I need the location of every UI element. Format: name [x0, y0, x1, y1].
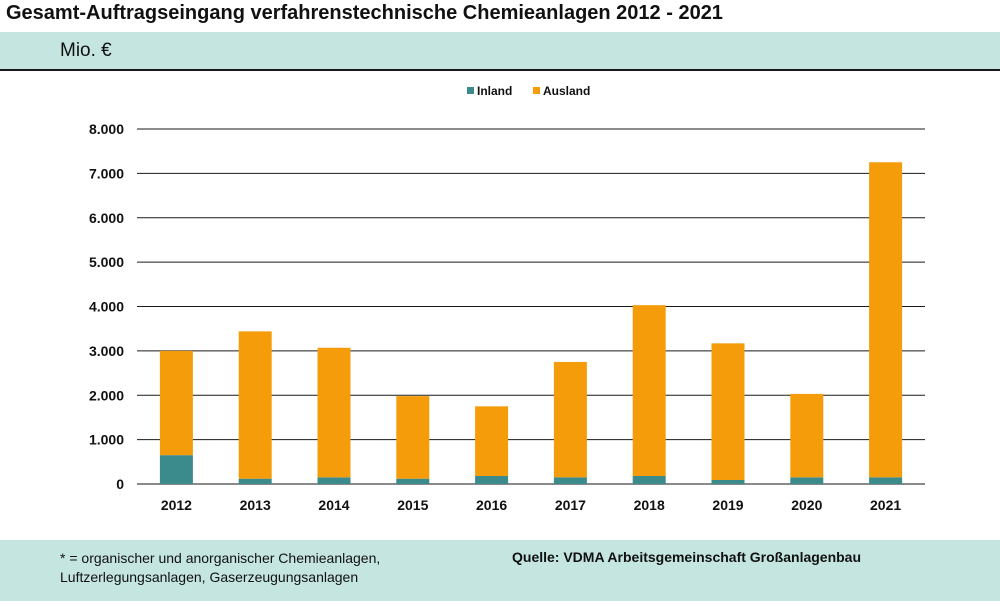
bars: [159, 162, 903, 484]
bar-ausland: [159, 350, 193, 456]
y-tick-label: 3.000: [89, 343, 124, 359]
y-tick-label: 2.000: [89, 387, 124, 403]
x-tick-label: 2014: [318, 497, 349, 513]
legend: Inland Ausland: [467, 84, 590, 98]
bar-inland: [159, 455, 193, 484]
y-tick-label: 4.000: [89, 299, 124, 315]
y-tick-label: 6.000: [89, 210, 124, 226]
bar-inland: [632, 476, 666, 484]
legend-label-inland: Inland: [477, 84, 512, 98]
bar-inland: [396, 478, 430, 484]
bar-ausland: [632, 305, 666, 477]
x-tick-label: 2021: [870, 497, 901, 513]
x-tick-label: 2018: [634, 497, 665, 513]
footer-band: * = organischer und anorganischer Chemie…: [0, 540, 1000, 601]
y-tick-label: 0: [116, 476, 124, 492]
x-axis-labels: 2012 2013 2014 2015 2016 2017 2018 2019 2020 2021: [161, 497, 902, 513]
x-tick-label: 2016: [476, 497, 507, 513]
y-tick-label: 8.000: [89, 121, 124, 137]
y-tick-label: 7.000: [89, 165, 124, 181]
bar-ausland: [317, 347, 351, 478]
footnote-line-1: * = organischer und anorganischer Chemie…: [60, 550, 381, 566]
legend-swatch-ausland: [533, 87, 540, 94]
legend-label-ausland: Ausland: [543, 84, 590, 98]
bar-ausland: [396, 396, 430, 479]
bar-ausland: [553, 361, 587, 478]
unit-band: Mio. €: [0, 32, 1000, 71]
bar-ausland: [475, 406, 509, 477]
y-tick-label: 1.000: [89, 432, 124, 448]
footnote-line-2: Luftzerlegungsanlagen, Gaserzeugungsanla…: [60, 569, 359, 585]
x-tick-label: 2013: [240, 497, 271, 513]
bar-inland: [238, 478, 272, 484]
bar-ausland: [238, 331, 272, 479]
bar-inland: [869, 477, 903, 484]
footnote: * = organischer und anorganischer Chemie…: [60, 549, 380, 587]
bar-inland: [790, 477, 824, 484]
y-tick-label: 5.000: [89, 254, 124, 270]
x-tick-label: 2020: [791, 497, 822, 513]
x-tick-label: 2019: [712, 497, 743, 513]
bar-ausland: [711, 343, 745, 481]
bar-inland: [475, 476, 509, 484]
unit-label: Mio. €: [60, 40, 112, 61]
bar-ausland: [869, 162, 903, 478]
legend-swatch-inland: [467, 87, 474, 94]
source-label: Quelle: VDMA Arbeitsgemeinschaft Großanl…: [512, 549, 862, 565]
x-tick-label: 2012: [161, 497, 192, 513]
x-tick-label: 2015: [397, 497, 428, 513]
bar-inland: [317, 477, 351, 484]
bar-ausland: [790, 393, 824, 478]
bar-chart: 0 1.000 2.000 3.000 4.000 5.000 6.000 7.000 8.00…: [89, 84, 925, 513]
x-tick-label: 2017: [555, 497, 586, 513]
chart-title: Gesamt-Auftragseingang verfahrenstechnis…: [6, 2, 723, 24]
bar-inland: [711, 480, 745, 484]
y-axis-labels: 0 1.000 2.000 3.000 4.000 5.000 6.000 7.000 8.00…: [89, 121, 124, 492]
bar-inland: [553, 477, 587, 484]
